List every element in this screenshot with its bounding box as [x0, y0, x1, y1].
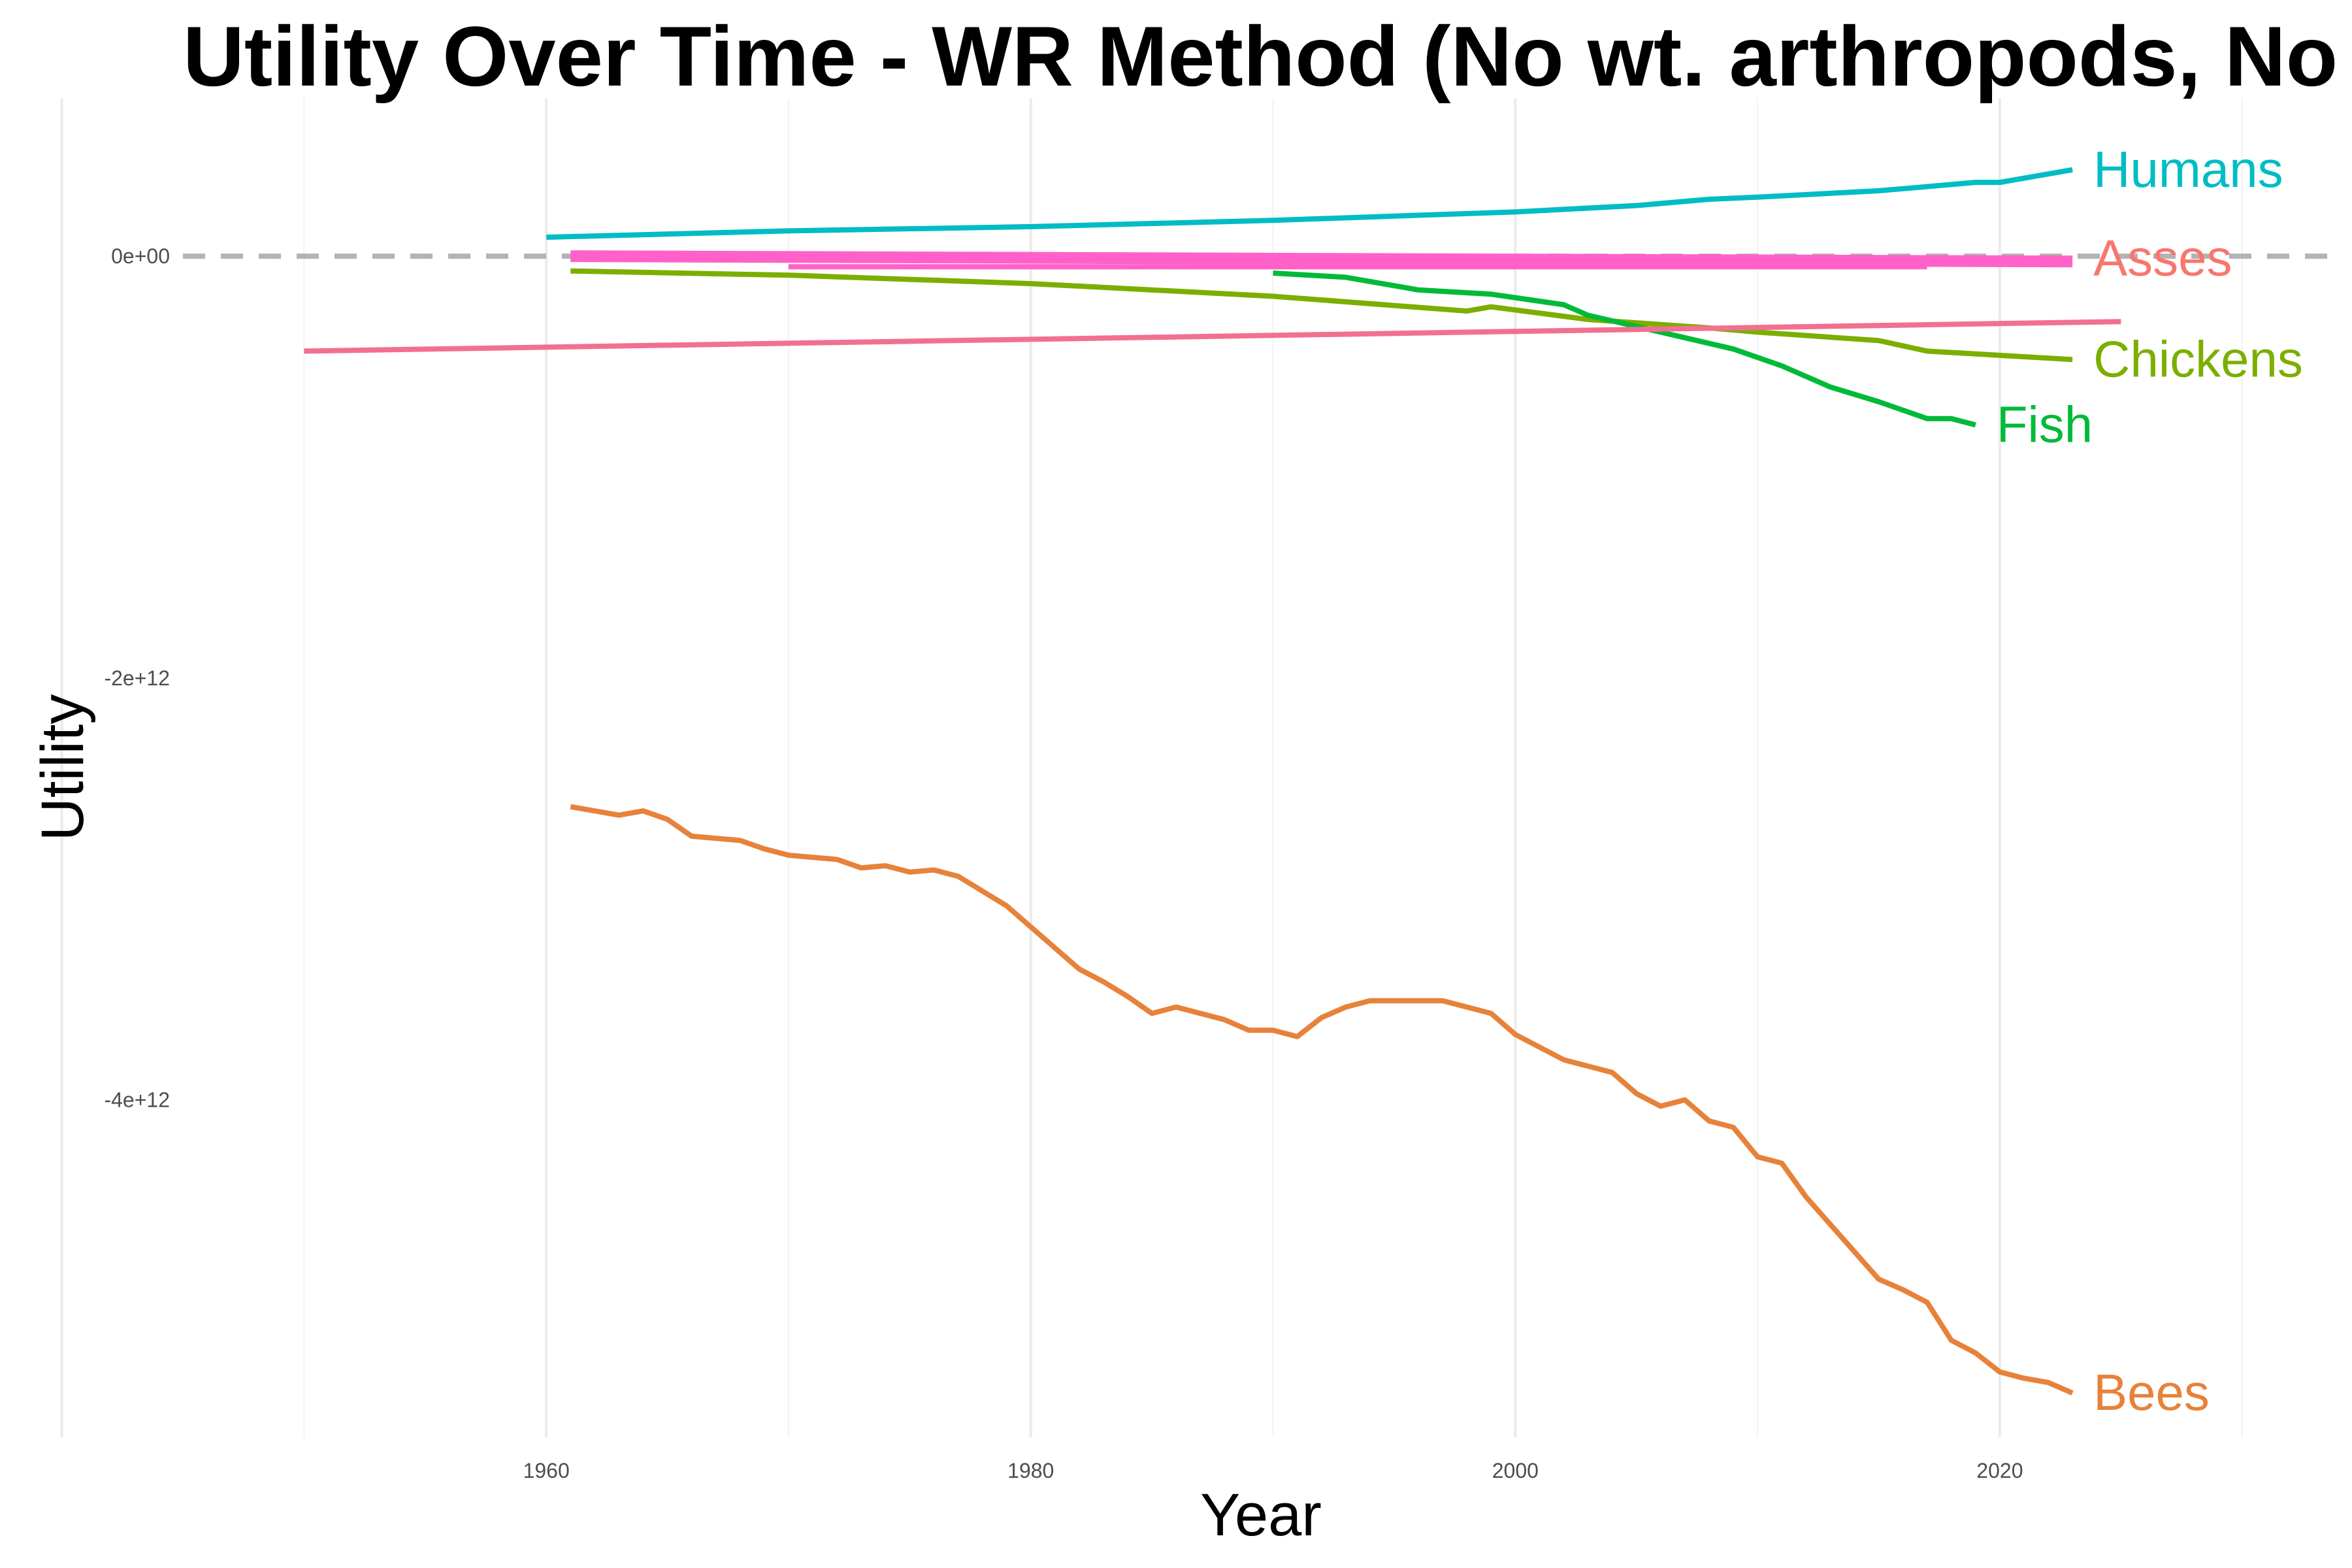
- chickens-line: [570, 268, 2073, 363]
- humans-line: [546, 167, 2073, 240]
- series-lines: [304, 167, 2121, 1396]
- series-2-line: [570, 250, 2073, 268]
- asses-label: Asses: [2093, 229, 2232, 286]
- y-tick-label: -2e+12: [104, 666, 170, 690]
- x-tick-label: 1960: [523, 1459, 570, 1482]
- y-tick-label: 0e+00: [111, 244, 170, 268]
- bees-line: [570, 804, 2074, 1396]
- x-axis-title: Year: [1200, 1482, 1322, 1548]
- y-axis-title: Utility: [29, 694, 96, 841]
- humans-label: Humans: [2093, 140, 2283, 198]
- x-tick-label: 1980: [1007, 1459, 1054, 1482]
- x-tick-label: 2020: [1976, 1459, 2023, 1482]
- fish-line: [1273, 270, 1976, 428]
- chickens-label: Chickens: [2093, 330, 2303, 387]
- fish-label: Fish: [1997, 395, 2093, 453]
- x-tick-label: 2000: [1492, 1459, 1539, 1482]
- series-6-line: [304, 319, 2121, 354]
- chart-title: Utility Over Time - WR Method (No wt. ar…: [183, 8, 2352, 104]
- y-tick-label: -4e+12: [104, 1088, 170, 1111]
- bees-label: Bees: [2093, 1364, 2210, 1421]
- axis-ticks: 1960 1980 2000 2020 0e+00 -2e+12 -4e+12: [104, 244, 2023, 1482]
- grid: [60, 98, 2243, 1437]
